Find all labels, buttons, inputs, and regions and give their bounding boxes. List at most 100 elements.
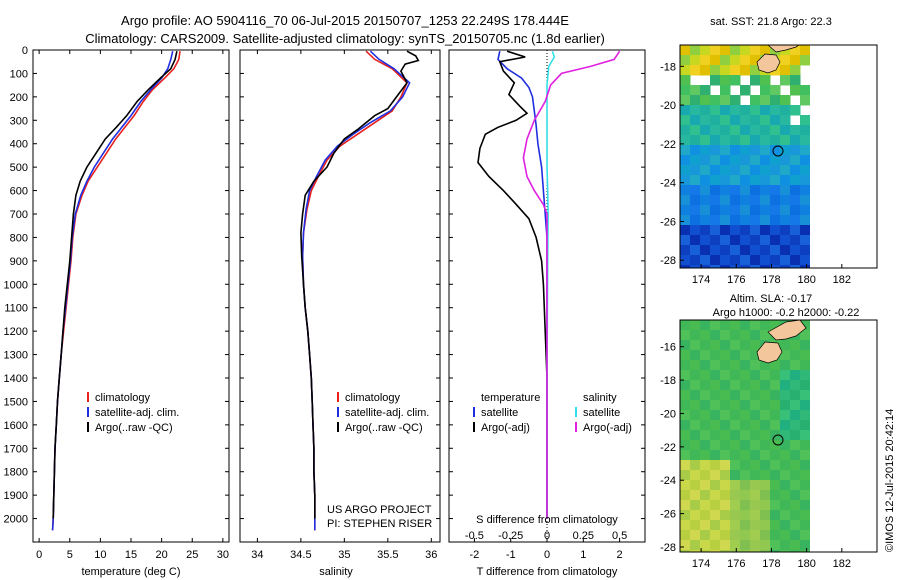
altimetry-cell (690, 330, 701, 341)
altimetry-cell (770, 530, 781, 541)
sst-cell (780, 215, 791, 226)
sst-cell (760, 225, 771, 236)
sst-cell (680, 215, 691, 226)
altimetry-cell (690, 510, 701, 521)
altimetry-cell (710, 490, 721, 501)
altimetry-cell (710, 450, 721, 461)
altimetry-cell (760, 420, 771, 431)
sst-cell (770, 95, 781, 106)
sst-cell (740, 125, 751, 136)
altimetry-cell (760, 380, 771, 391)
altimetry-cell (710, 550, 721, 552)
altimetry-cell (740, 490, 751, 501)
altimetry-cell (720, 550, 731, 552)
altimetry-cell (790, 550, 801, 552)
sst-cell (770, 85, 781, 96)
sst-cell (720, 245, 731, 256)
sst-cell (780, 175, 791, 186)
altimetry-cell (690, 460, 701, 471)
figure-title-line2: Climatology: CARS2009. Satellite-adjuste… (85, 31, 605, 46)
altimetry-cell (740, 370, 751, 381)
sst-cell (730, 215, 741, 226)
altimetry-cell (720, 320, 731, 331)
altimetry-cell (760, 530, 771, 541)
sst-cell (700, 175, 711, 186)
altimetry-cell (710, 520, 721, 531)
sst-cell (720, 185, 731, 196)
sst-cell (740, 195, 751, 206)
altimetry-cell (680, 320, 691, 331)
altimetry-cell (730, 400, 741, 411)
sst-cell (720, 105, 731, 116)
altimetry-cell (800, 550, 811, 552)
altimetry-cell (780, 350, 791, 361)
altimetry-cell (700, 510, 711, 521)
altimetry-cell (720, 350, 731, 361)
altimetry-cell (690, 530, 701, 541)
sst-cell (700, 105, 711, 116)
sst-cell (790, 195, 801, 206)
altimetry-cell (710, 360, 721, 371)
altimetry-cell (720, 470, 731, 481)
sst-cell (760, 245, 771, 256)
map-lat-label: -20 (660, 100, 676, 112)
altimetry-cell (800, 530, 811, 541)
altimetry-cell (770, 380, 781, 391)
figure-title-line1: Argo profile: AO 5904116_70 06-Jul-2015 … (121, 13, 569, 28)
x-tick-label: 35.5 (377, 549, 398, 561)
altimetry-cell (770, 540, 781, 551)
altimetry-cell (690, 440, 701, 451)
sst-cell (690, 185, 701, 196)
sst-cell (710, 255, 721, 266)
argo-location-marker-alt (772, 434, 784, 446)
sst-cell (770, 215, 781, 226)
sst-cell (760, 205, 771, 216)
sst-cell (690, 85, 701, 96)
altimetry-cell (790, 480, 801, 491)
sst-cell (690, 95, 701, 106)
altimetry-cell (790, 430, 801, 441)
altimetry-cell (770, 370, 781, 381)
altimetry-cell (730, 530, 741, 541)
sst-cell (760, 105, 771, 116)
altimetry-cell (680, 370, 691, 381)
altimetry-cell (730, 370, 741, 381)
altimetry-cell (760, 320, 771, 331)
altimetry-map (680, 320, 877, 552)
sst-cell (680, 65, 691, 76)
altimetry-cell (730, 380, 741, 391)
altimetry-cell (780, 500, 791, 511)
diff-x-tick-label: -2 (470, 549, 480, 561)
altimetry-cell (710, 460, 721, 471)
altimetry-cell (750, 470, 761, 481)
sst-cell (700, 55, 711, 66)
sst-cell (750, 245, 761, 256)
diff-s-tick-label: 0.5 (612, 530, 627, 542)
sst-cell (720, 225, 731, 236)
sst-cell (730, 95, 741, 106)
altimetry-cell (680, 340, 691, 351)
diff-legend-temperature-argo: Argo(-adj) (481, 422, 530, 434)
map-lon-label: 180 (797, 274, 815, 286)
altimetry-cell (720, 520, 731, 531)
altimetry-cell (740, 460, 751, 471)
altimetry-cell (730, 470, 741, 481)
sst-cell (750, 105, 761, 116)
map-lat-label: -24 (660, 475, 676, 487)
altimetry-cell (740, 330, 751, 341)
sst-cell (690, 135, 701, 146)
sst-cell (770, 135, 781, 146)
altimetry-cell (730, 390, 741, 401)
fiji-island-north (767, 45, 800, 53)
map-lat-label: -26 (660, 216, 676, 228)
sst-cell (690, 175, 701, 186)
sst-cell (750, 75, 761, 86)
sst-cell (720, 235, 731, 246)
altimetry-cell (690, 410, 701, 421)
sst-cell (690, 115, 701, 126)
sst-cell (690, 205, 701, 216)
sst-cell (680, 195, 691, 206)
sst-cell (790, 155, 801, 166)
altimetry-map-title: Altim. SLA: -0.17 (730, 293, 813, 305)
sst-cell (800, 45, 811, 56)
